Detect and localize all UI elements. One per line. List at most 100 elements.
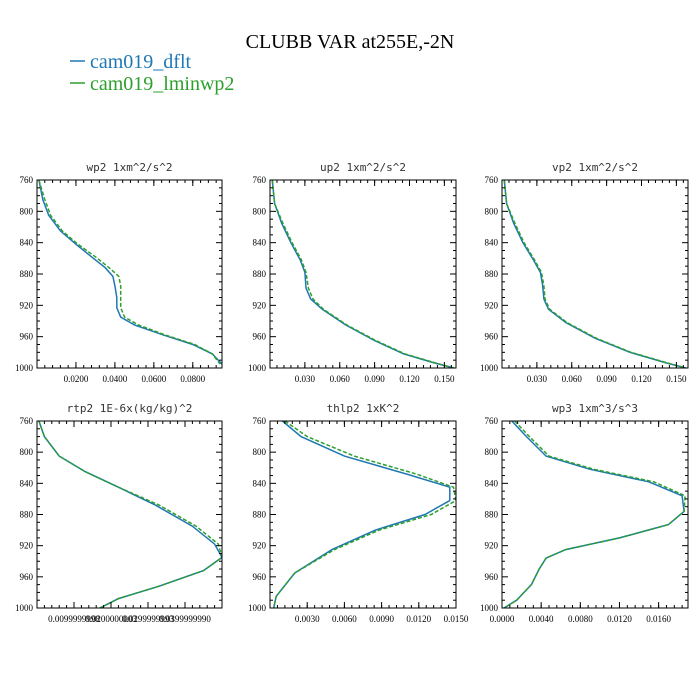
panel-5: thlp2 1xK^2 760 800 840 880 920 960 1000 0.0030 0…	[248, 402, 469, 624]
y-tick-label: 880	[20, 510, 34, 520]
y-tick-label: 920	[253, 541, 267, 551]
panel-1: wp2 1xm^2/s^2 760 800 840 880 920 960 1000 0.020…	[15, 161, 223, 384]
series-group	[38, 180, 222, 365]
y-tick-label: 800	[253, 206, 267, 216]
series-line-lminwp2	[272, 421, 456, 608]
x-tick-label: 0.0150	[444, 614, 469, 624]
plot-frame	[501, 179, 689, 369]
y-tick-label: 760	[253, 175, 267, 185]
y-tick-label: 880	[20, 269, 34, 279]
y-tick-label: 840	[253, 478, 267, 488]
panel-title: wp2 1xm^2/s^2	[86, 161, 172, 174]
y-tick-label: 880	[485, 510, 499, 520]
y-tick-label: 800	[485, 206, 499, 216]
y-tick-label: 1000	[15, 603, 34, 613]
panel-title: up2 1xm^2/s^2	[320, 161, 406, 174]
y-tick-label: 960	[485, 332, 499, 342]
x-tick-label: 0.0160	[646, 614, 671, 624]
x-tick-label: 0.0120	[406, 614, 431, 624]
y-tick-label: 800	[253, 447, 267, 457]
y-tick-label: 880	[253, 510, 267, 520]
series-group	[38, 421, 222, 608]
series-line-lminwp2	[503, 421, 686, 608]
y-tick-label: 800	[20, 447, 34, 457]
x-tick-label: 0.090	[365, 374, 386, 384]
series-line-dflt	[272, 421, 451, 608]
series-line-lminwp2	[271, 180, 454, 368]
y-tick-label: 760	[485, 175, 499, 185]
series-line-lminwp2	[503, 180, 686, 368]
x-tick-label: 0.120	[399, 374, 420, 384]
panel-3: vp2 1xm^2/s^2 760 800 840 880 920 960 1000 0.030…	[480, 161, 689, 384]
panel-title: rtp2 1E-6x(kg/kg)^2	[67, 402, 193, 415]
x-tick-label: 0.0120	[607, 614, 632, 624]
series-line-lminwp2	[38, 421, 222, 608]
legend: cam019_dflt cam019_lminwp2	[70, 51, 234, 95]
y-tick-label: 960	[253, 332, 267, 342]
y-tick-label: 840	[20, 478, 34, 488]
y-tick-label: 800	[20, 206, 34, 216]
panels: wp2 1xm^2/s^2 760 800 840 880 920 960 1000 0.020…	[15, 161, 689, 624]
plot-frame	[269, 179, 457, 369]
x-tick-label: 0.0299999993	[122, 614, 174, 624]
plot-frame	[36, 420, 223, 609]
y-tick-label: 960	[485, 572, 499, 582]
x-tick-label: 0.0400	[103, 374, 128, 384]
y-tick-label: 760	[20, 175, 34, 185]
series-line-dflt	[38, 421, 222, 608]
series-group	[503, 421, 686, 608]
panel-title: vp2 1xm^2/s^2	[552, 161, 638, 174]
x-tick-label: 0.150	[434, 374, 455, 384]
y-tick-label: 800	[485, 447, 499, 457]
x-tick-label: 0.030	[527, 374, 548, 384]
series-line-dflt	[38, 180, 222, 365]
y-tick-label: 920	[253, 300, 267, 310]
panel-4: rtp2 1E-6x(kg/kg)^2 760 800 840 880 920 960 100…	[15, 402, 223, 624]
x-tick-label: 0.0030	[295, 614, 320, 624]
y-tick-label: 760	[253, 416, 267, 426]
x-tick-label: 0.120	[631, 374, 652, 384]
series-line-dflt	[503, 421, 685, 608]
y-tick-label: 1000	[248, 603, 267, 613]
figure-title: CLUBB VAR at255E,-2N	[246, 31, 455, 53]
y-tick-label: 840	[253, 238, 267, 248]
x-tick-label: 0.0600	[141, 374, 166, 384]
x-tick-label: 0.0200000003	[85, 614, 137, 624]
x-tick-label: 0.0000	[490, 614, 515, 624]
y-tick-label: 880	[485, 269, 499, 279]
y-tick-label: 960	[20, 332, 34, 342]
y-tick-label: 920	[485, 541, 499, 551]
panel-2: up2 1xm^2/s^2 760 800 840 880 920 960 1000 0.030…	[248, 161, 457, 384]
x-tick-label: 0.0399999990	[159, 614, 211, 624]
panel-title: thlp2 1xK^2	[327, 402, 400, 415]
y-tick-label: 1000	[248, 363, 267, 373]
x-tick-label: 0.0800	[180, 374, 205, 384]
y-tick-label: 840	[485, 478, 499, 488]
x-tick-label: 0.0060	[332, 614, 357, 624]
series-line-dflt	[503, 180, 686, 368]
legend-label-lminwp2: cam019_lminwp2	[90, 73, 234, 95]
y-tick-label: 920	[20, 300, 34, 310]
y-tick-label: 880	[253, 269, 267, 279]
x-tick-label: 0.150	[666, 374, 687, 384]
y-tick-label: 840	[20, 238, 34, 248]
y-tick-label: 960	[253, 572, 267, 582]
series-group	[272, 421, 456, 608]
x-tick-label: 0.060	[330, 374, 351, 384]
panel-6: wp3 1xm^3/s^3 760 800 840 880 920 960 10000.000…	[480, 402, 689, 624]
plot-frame	[269, 420, 457, 609]
x-tick-label: 0.090	[597, 374, 618, 384]
x-tick-label: 0.030	[295, 374, 316, 384]
y-tick-label: 760	[20, 416, 34, 426]
plot-frame	[36, 179, 223, 369]
x-tick-label: 0.0200	[64, 374, 89, 384]
y-tick-label: 1000	[15, 363, 34, 373]
x-tick-label: 0.0080	[568, 614, 593, 624]
x-tick-label: 0.0099999998	[48, 614, 100, 624]
y-tick-label: 1000	[480, 363, 499, 373]
plot-frame	[501, 420, 689, 609]
legend-label-dflt: cam019_dflt	[90, 51, 192, 73]
series-line-dflt	[271, 180, 454, 368]
x-tick-label: 0.0090	[369, 614, 394, 624]
x-tick-label: 0.0040	[529, 614, 554, 624]
